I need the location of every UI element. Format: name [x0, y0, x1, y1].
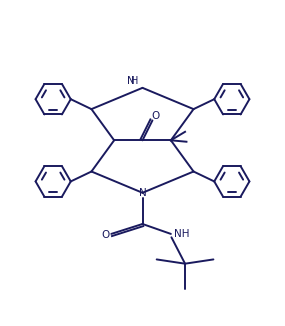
Text: O: O [151, 111, 159, 121]
Text: O: O [101, 230, 109, 240]
Text: N: N [127, 76, 135, 86]
Text: NH: NH [174, 229, 190, 239]
Text: H: H [131, 76, 138, 86]
Text: N: N [139, 188, 146, 198]
